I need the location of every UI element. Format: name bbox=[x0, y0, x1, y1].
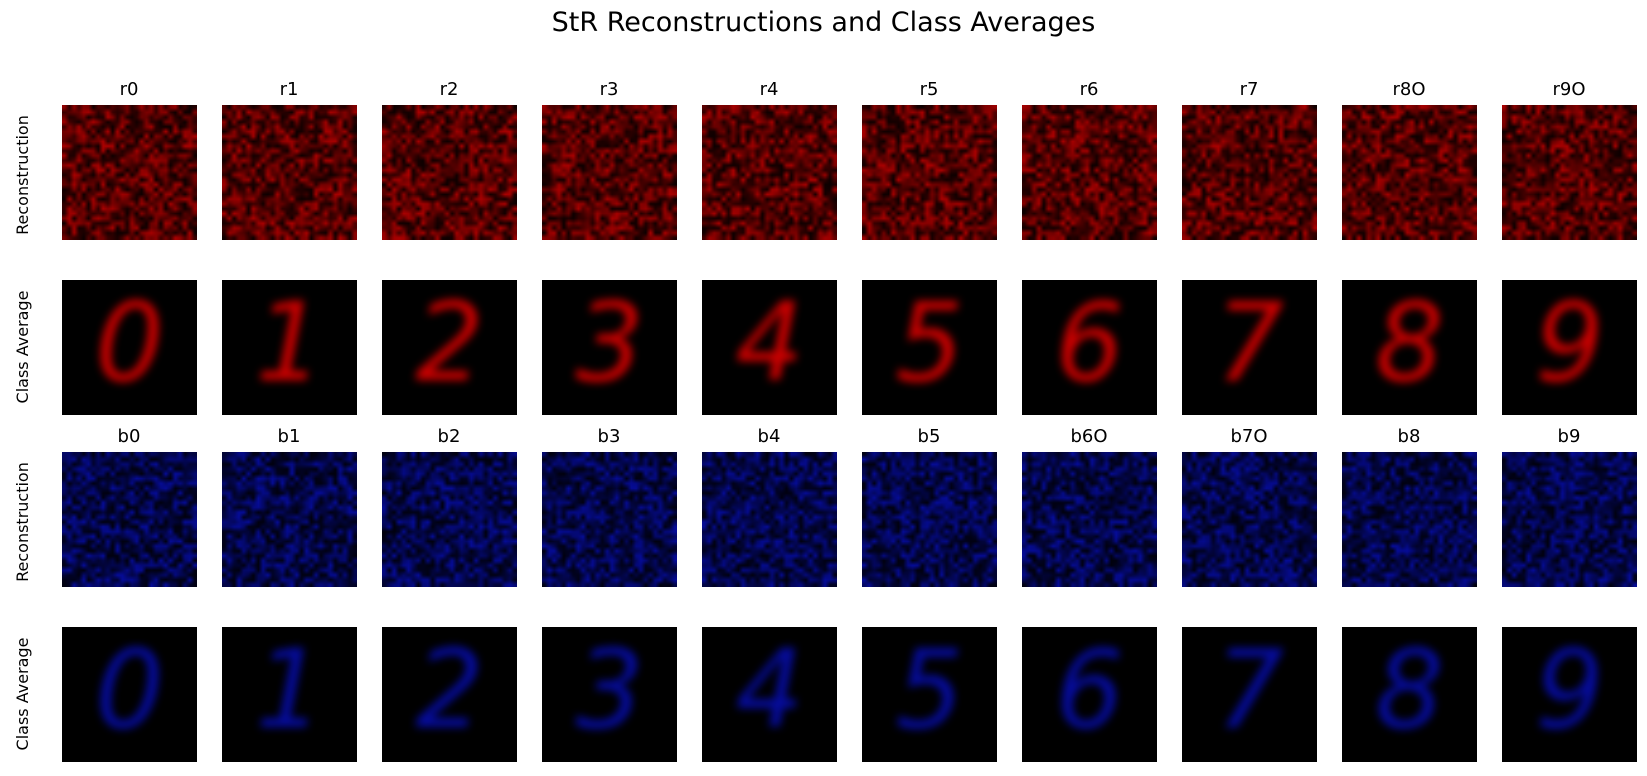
col-title-r5: r5 bbox=[919, 79, 939, 100]
reconstruction-b2 bbox=[382, 452, 517, 587]
col-title-b4: b4 bbox=[757, 426, 781, 447]
reconstruction-b9 bbox=[1502, 452, 1637, 587]
class-average-red-8 bbox=[1342, 280, 1477, 415]
col-title-r1: r1 bbox=[279, 79, 299, 100]
class-average-red-1 bbox=[222, 280, 357, 415]
class-average-blue-6 bbox=[1022, 627, 1157, 762]
col-title-r0: r0 bbox=[119, 79, 139, 100]
col-title-b1: b1 bbox=[277, 426, 301, 447]
class-average-red-4 bbox=[702, 280, 837, 415]
row-label-red-reconstruction: Reconstruction bbox=[13, 115, 32, 235]
reconstruction-b8 bbox=[1342, 452, 1477, 587]
col-title-r8o: r8O bbox=[1392, 79, 1426, 100]
col-title-b3: b3 bbox=[597, 426, 621, 447]
reconstruction-b0 bbox=[62, 452, 197, 587]
col-title-b7o: b7O bbox=[1230, 426, 1268, 447]
reconstruction-r0 bbox=[62, 105, 197, 240]
reconstruction-r4 bbox=[702, 105, 837, 240]
row-label-red-class-average: Class Average bbox=[13, 290, 32, 404]
class-average-blue-4 bbox=[702, 627, 837, 762]
class-average-red-6 bbox=[1022, 280, 1157, 415]
reconstruction-r8o bbox=[1342, 105, 1477, 240]
col-title-b8: b8 bbox=[1397, 426, 1421, 447]
col-title-b2: b2 bbox=[437, 426, 461, 447]
class-average-blue-8 bbox=[1342, 627, 1477, 762]
reconstruction-b4 bbox=[702, 452, 837, 587]
col-title-r4: r4 bbox=[759, 79, 779, 100]
row-label-blue-reconstruction: Reconstruction bbox=[13, 462, 32, 582]
reconstruction-r7 bbox=[1182, 105, 1317, 240]
col-title-r3: r3 bbox=[599, 79, 619, 100]
col-title-r2: r2 bbox=[439, 79, 459, 100]
col-title-b6o: b6O bbox=[1070, 426, 1108, 447]
class-average-red-3 bbox=[542, 280, 677, 415]
col-title-b0: b0 bbox=[117, 426, 141, 447]
col-title-r9o: r9O bbox=[1552, 79, 1586, 100]
class-average-blue-1 bbox=[222, 627, 357, 762]
class-average-red-0 bbox=[62, 280, 197, 415]
class-average-blue-9 bbox=[1502, 627, 1637, 762]
col-title-r6: r6 bbox=[1079, 79, 1099, 100]
reconstruction-b3 bbox=[542, 452, 677, 587]
figure-title: StR Reconstructions and Class Averages bbox=[551, 7, 1096, 38]
reconstruction-r5 bbox=[862, 105, 997, 240]
class-average-blue-7 bbox=[1182, 627, 1317, 762]
row-label-blue-class-average: Class Average bbox=[13, 637, 32, 751]
reconstruction-b6o bbox=[1022, 452, 1157, 587]
class-average-red-9 bbox=[1502, 280, 1637, 415]
class-average-blue-5 bbox=[862, 627, 997, 762]
reconstruction-r9o bbox=[1502, 105, 1637, 240]
col-title-r7: r7 bbox=[1239, 79, 1259, 100]
reconstruction-r1 bbox=[222, 105, 357, 240]
reconstruction-b1 bbox=[222, 452, 357, 587]
col-title-b5: b5 bbox=[917, 426, 941, 447]
reconstruction-r3 bbox=[542, 105, 677, 240]
class-average-blue-2 bbox=[382, 627, 517, 762]
class-average-red-2 bbox=[382, 280, 517, 415]
reconstruction-b5 bbox=[862, 452, 997, 587]
class-average-blue-3 bbox=[542, 627, 677, 762]
class-average-red-5 bbox=[862, 280, 997, 415]
reconstruction-r2 bbox=[382, 105, 517, 240]
reconstruction-r6 bbox=[1022, 105, 1157, 240]
class-average-red-7 bbox=[1182, 280, 1317, 415]
reconstruction-b7o bbox=[1182, 452, 1317, 587]
col-title-b9: b9 bbox=[1557, 426, 1581, 447]
class-average-blue-0 bbox=[62, 627, 197, 762]
